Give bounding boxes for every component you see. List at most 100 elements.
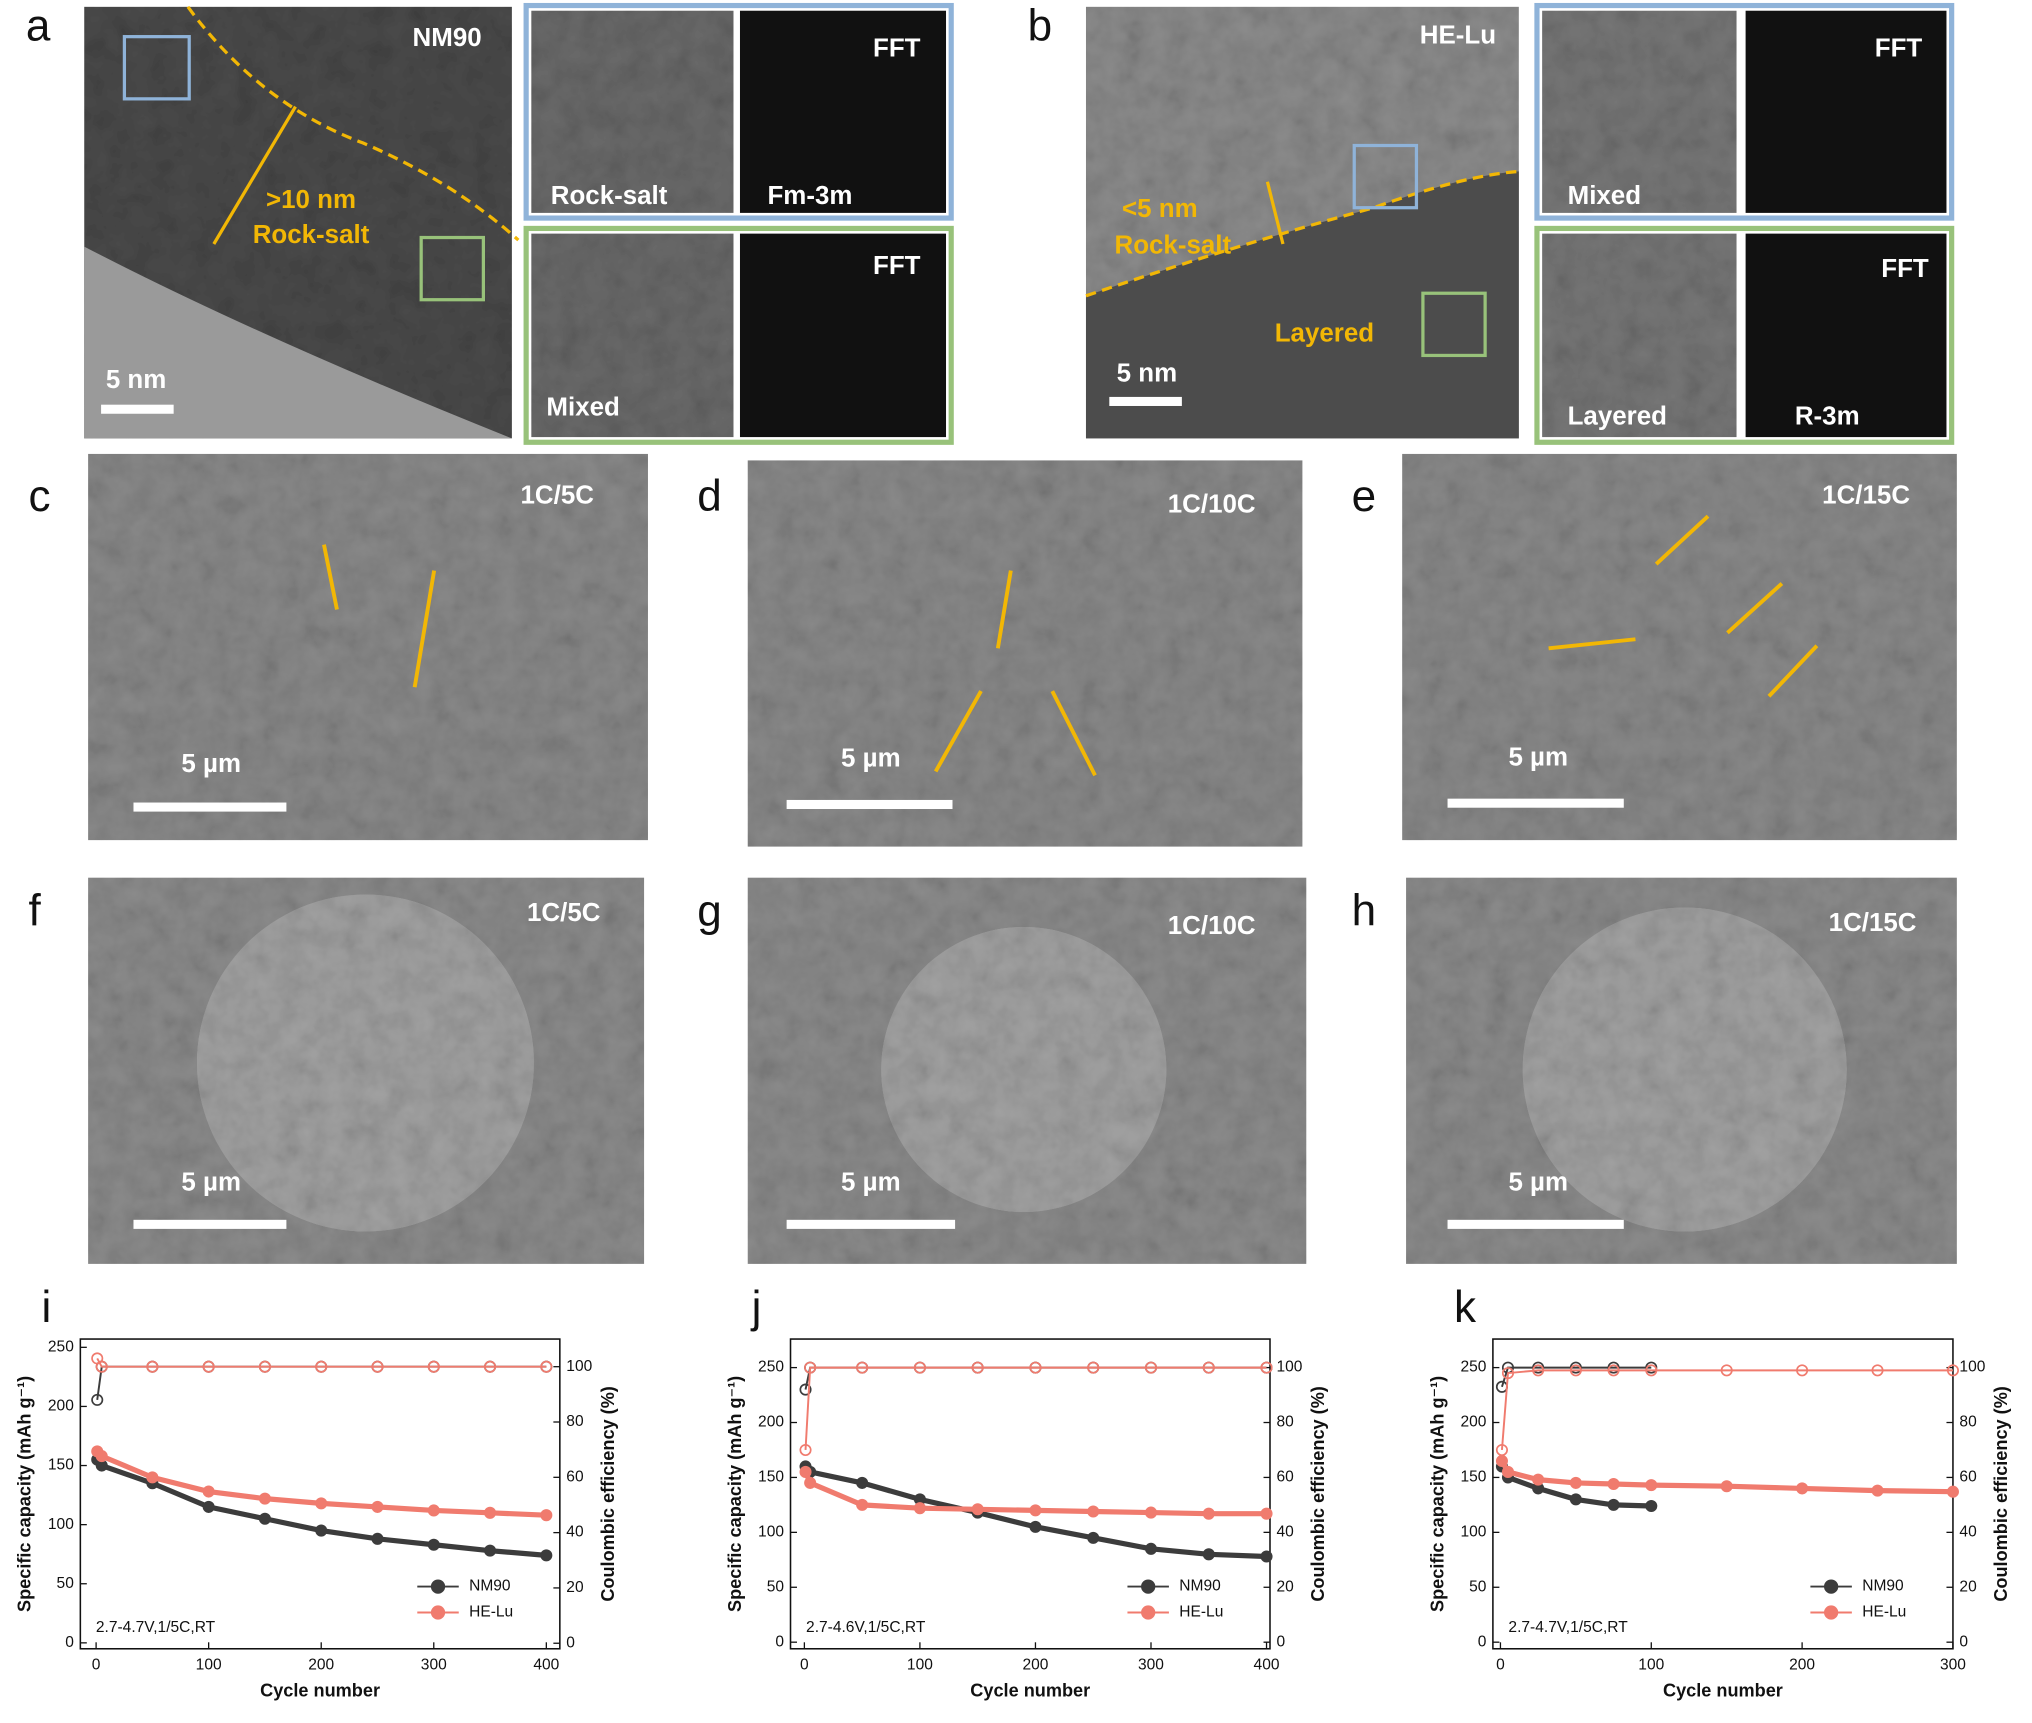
efficiency-point [258, 1360, 271, 1373]
y2-tick-label: 40 [1959, 1523, 1977, 1540]
boundary [1085, 169, 1519, 298]
capacity-point [1871, 1484, 1884, 1497]
capacity-line [803, 1470, 1267, 1517]
fft-image [739, 233, 947, 438]
efficiency-point [856, 1361, 869, 1374]
scale-bar [786, 1219, 956, 1229]
capacity-point [95, 1450, 108, 1463]
image-label: 5 µm [841, 745, 901, 773]
y-tick-label: 50 [57, 1575, 75, 1592]
capacity-point [1532, 1473, 1545, 1486]
capacity-line [95, 1449, 547, 1518]
efficiency-point [913, 1361, 926, 1374]
image-label: 5 µm [1508, 743, 1568, 771]
capacity-point [1946, 1485, 1959, 1498]
image-label: 5 µm [1508, 1168, 1568, 1196]
image-label: HE-Lu [1420, 21, 1496, 49]
capacity-point [540, 1509, 553, 1522]
capacity-point [1087, 1505, 1100, 1518]
fft-image [1745, 233, 1947, 438]
efficiency-point [540, 1360, 553, 1373]
capacity-point [913, 1502, 926, 1515]
y2-tick-label: 20 [566, 1579, 584, 1596]
image-label: R-3m [1795, 402, 1860, 430]
capacity-point [799, 1465, 812, 1478]
legend-label: HE-Lu [1862, 1604, 1906, 1621]
image-label: 1C/15C [1822, 482, 1910, 510]
efficiency-line [804, 1366, 1267, 1451]
capacity-point [1645, 1479, 1658, 1492]
y-axis-title: Specific capacity (mAh g⁻¹) [725, 1376, 745, 1612]
efficiency-point [1260, 1361, 1273, 1374]
capacity-point [856, 1498, 869, 1511]
image-label: 1C/15C [1829, 909, 1917, 937]
arrow [1726, 582, 1784, 635]
capacity-line [1499, 1459, 1953, 1495]
fft-image [739, 10, 947, 213]
scale-bar [133, 802, 287, 812]
arrow [412, 570, 437, 688]
capacity-point [1569, 1476, 1582, 1489]
y-tick-label: 150 [1460, 1469, 1486, 1486]
efficiency-point [1607, 1364, 1620, 1377]
chart: i 0 100 200 300 400 0 50 100 150 200 250 0 20 40 60 80 10… [15, 1283, 618, 1700]
y-axis-title: Specific capacity (mAh g⁻¹) [1427, 1376, 1447, 1612]
efficiency-point [804, 1361, 817, 1374]
x-tick-label: 0 [1496, 1657, 1505, 1674]
plot-frame [789, 1338, 1271, 1650]
efficiency-line [804, 1366, 1267, 1390]
plot-frame [79, 1338, 561, 1650]
capacity-point [1501, 1465, 1515, 1478]
scale-bars [133, 798, 1624, 1229]
image-label: 1C/10C [1168, 491, 1256, 519]
efficiency-point [484, 1360, 497, 1373]
y-tick-label: 250 [758, 1359, 784, 1376]
roi-box [1421, 291, 1487, 358]
x-tick-label: 200 [1022, 1657, 1048, 1674]
image-label: 1C/5C [521, 482, 594, 510]
scale-bar [1447, 1219, 1624, 1229]
capacity-point [1202, 1507, 1215, 1520]
capacity-point [427, 1504, 440, 1517]
efficiency-point [1087, 1361, 1100, 1374]
scale-bar [133, 1219, 287, 1229]
efficiency-point [1645, 1364, 1658, 1377]
image-label: >10 nm [266, 186, 356, 214]
image-label: 1C/10C [1168, 912, 1256, 940]
efficiency-point [1202, 1361, 1215, 1374]
capacity-point [1645, 1499, 1658, 1513]
capacity-point [1202, 1548, 1215, 1561]
panel-letter: g [697, 887, 722, 936]
image-label: 5 nm [106, 366, 166, 394]
panel-letter: c [29, 472, 51, 521]
capacity-point [1144, 1542, 1158, 1555]
efficiency-point [427, 1360, 440, 1373]
x-axis-title: Cycle number [970, 1680, 1090, 1700]
efficiency-point [1501, 1367, 1515, 1380]
y2-tick-label: 100 [1276, 1359, 1302, 1376]
capacity-point [371, 1500, 384, 1513]
y-tick-label: 150 [758, 1469, 784, 1486]
panel-letter: h [1352, 887, 1377, 936]
y2-tick-label: 100 [566, 1358, 592, 1375]
capacity-point [1144, 1506, 1158, 1519]
y-axis-title: Specific capacity (mAh g⁻¹) [15, 1376, 35, 1612]
hrtem-image [1542, 10, 1737, 213]
scale-bar [1109, 396, 1182, 406]
image-label: <5 nm [1122, 195, 1198, 223]
panel-letter: k [1454, 1283, 1477, 1332]
image-label: 1C/5C [527, 899, 600, 927]
efficiency-point [1796, 1364, 1809, 1377]
image-label: Layered [1568, 402, 1667, 430]
capacity-point [258, 1492, 271, 1505]
efficiency-point [202, 1360, 215, 1373]
panel-letter: e [1352, 472, 1377, 521]
capacity-line [95, 1458, 547, 1558]
chart: k 0 100 200 300 0 50 100 150 200 250 0 20 40 60 80 100 Cy… [1427, 1283, 2011, 1700]
x-axis-title: Cycle number [1663, 1680, 1783, 1700]
x-tick-label: 300 [1138, 1657, 1164, 1674]
capacity-point [540, 1549, 553, 1562]
efficiency-line [1501, 1366, 1652, 1388]
efficiency-point [371, 1360, 384, 1373]
